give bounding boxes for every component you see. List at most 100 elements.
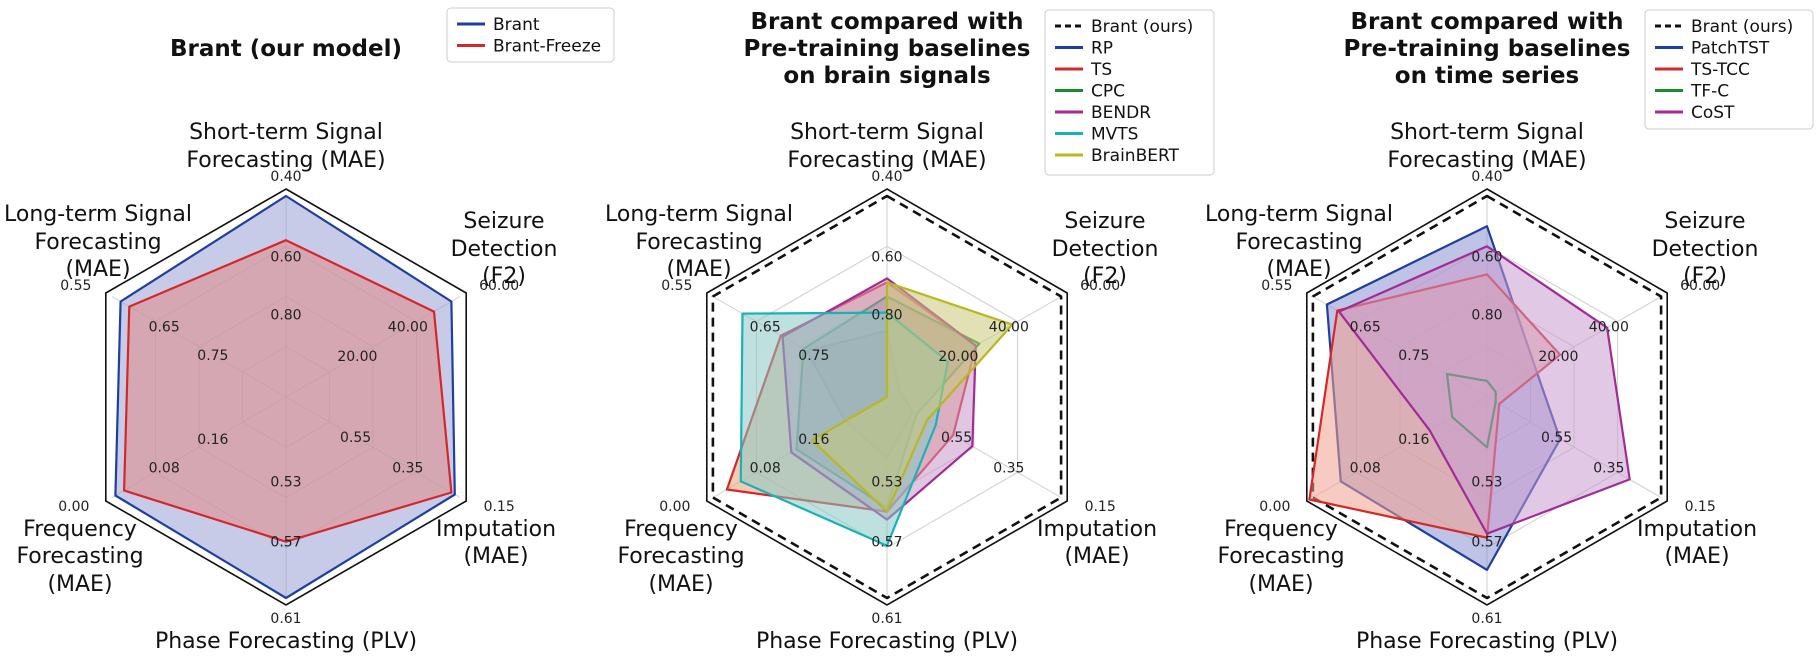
axis-tick-label: 0.53 xyxy=(871,474,902,490)
radar-frame xyxy=(1306,188,1668,606)
series-fill xyxy=(124,240,452,542)
axis-label: Long-term Signal xyxy=(4,202,192,227)
legend-entry: TS xyxy=(1090,60,1112,80)
axis-label: Short-term Signal xyxy=(1390,120,1584,145)
axis-label: Imputation xyxy=(1637,517,1757,542)
radar-frame xyxy=(705,188,1068,606)
axis-tick-label: 0.55 xyxy=(340,430,371,446)
series-line xyxy=(711,194,1063,600)
axis-tick-label: 0.55 xyxy=(1541,430,1572,446)
axis-label: Frequency xyxy=(1224,517,1338,542)
axis-label: Phase Forecasting (PLV) xyxy=(756,629,1018,654)
axis-end-label: 0.00 xyxy=(659,499,690,515)
legend-entry: CPC xyxy=(1091,82,1125,102)
series-fill xyxy=(812,282,1013,512)
axis-label: Forecasting xyxy=(617,544,744,569)
axis-end-label: 60.00 xyxy=(1680,278,1720,294)
axis-tick-label: 0.65 xyxy=(1350,320,1381,336)
axis-label: Phase Forecasting (PLV) xyxy=(1356,629,1618,654)
axis-end-label: 0.61 xyxy=(270,611,301,627)
axis-label: Seizure xyxy=(463,209,544,234)
axis-tick-label: 0.08 xyxy=(149,460,180,476)
axis-label: Forecasting xyxy=(16,544,143,569)
axis-tick-label: 0.75 xyxy=(197,348,228,364)
axis-end-label: 0.40 xyxy=(871,169,902,185)
axis-tick-label: 0.80 xyxy=(871,308,902,324)
legend-entry: PatchTST xyxy=(1691,39,1770,59)
axis-tick-label: 0.80 xyxy=(1471,308,1502,324)
axis-label: (F2) xyxy=(482,264,526,289)
legend-entry: TF-C xyxy=(1690,82,1729,102)
axis-end-label: 60.00 xyxy=(1080,278,1120,294)
series-brainbert xyxy=(810,281,1014,513)
chart-title: Pre-training baselines xyxy=(1344,36,1631,62)
axis-label: (MAE) xyxy=(1664,544,1729,569)
chart-title: on brain signals xyxy=(783,63,990,89)
axis-tick-label: 0.65 xyxy=(750,320,781,336)
axis-end-label: 0.40 xyxy=(1471,169,1502,185)
legend-entry: MVTS xyxy=(1091,125,1138,145)
chart-title: on time series xyxy=(1395,63,1579,89)
axis-label: Long-term Signal xyxy=(605,202,793,227)
chart-title: Brant compared with xyxy=(750,9,1023,35)
axis-tick-label: 0.16 xyxy=(1398,432,1429,448)
axis-tick-label: 40.00 xyxy=(989,320,1029,336)
axis-tick-label: 0.60 xyxy=(270,249,301,265)
chart-title: Pre-training baselines xyxy=(744,36,1031,62)
axis-tick-label: 0.08 xyxy=(750,460,781,476)
axis-tick-label: 0.60 xyxy=(871,249,902,265)
legend-entry: TS-TCC xyxy=(1690,60,1750,80)
axis-end-label: 0.61 xyxy=(1471,611,1502,627)
axis-tick-label: 0.57 xyxy=(270,535,301,551)
series-brant-freeze xyxy=(122,239,453,543)
axis-end-label: 60.00 xyxy=(479,278,519,294)
axis-label: (MAE) xyxy=(648,572,713,597)
legend-entry: RP xyxy=(1091,39,1113,59)
legend-box xyxy=(1044,9,1215,176)
radar-chart-2: 0.40 0.80 0.60 60.00 20.00 40.00 0.15 0.55 0.35 0… xyxy=(605,9,1215,654)
axis-tick-label: 0.53 xyxy=(270,474,301,490)
axis-tick-label: 20.00 xyxy=(938,349,978,365)
axis-tick-label: 0.75 xyxy=(1398,348,1429,364)
axis-tick-label: 0.35 xyxy=(993,460,1024,476)
axis-tick-label: 0.16 xyxy=(197,432,228,448)
axis-label: Imputation xyxy=(1037,517,1157,542)
series-line xyxy=(810,281,1014,513)
axis-tick-label: 0.08 xyxy=(1350,460,1381,476)
axis-tick-label: 0.57 xyxy=(871,535,902,551)
legend-entry: Brant (ours) xyxy=(1691,17,1793,37)
chart-title: Brant compared with xyxy=(1350,9,1623,35)
axis-label: Detection xyxy=(1652,237,1759,262)
legend-box xyxy=(446,7,615,63)
axis-tick-label: 20.00 xyxy=(1538,349,1578,365)
axis-label: Seizure xyxy=(1064,209,1145,234)
axis-end-label: 0.61 xyxy=(871,611,902,627)
axis-end-label: 0.15 xyxy=(1685,499,1716,515)
axis-label: Seizure xyxy=(1664,209,1745,234)
legend-entry: Brant xyxy=(493,15,540,35)
axis-label: Forecasting xyxy=(1217,544,1344,569)
axis-label: Phase Forecasting (PLV) xyxy=(155,629,417,654)
legend-entry: BENDR xyxy=(1091,103,1151,123)
series-brant-ours- xyxy=(711,194,1063,600)
axis-end-label: 0.15 xyxy=(484,499,515,515)
axis-label: Frequency xyxy=(23,517,137,542)
axis-label: Forecasting xyxy=(1235,230,1362,255)
axis-tick-label: 0.55 xyxy=(941,430,972,446)
axis-label: (MAE) xyxy=(463,544,528,569)
axis-label: Forecasting (MAE) xyxy=(1387,148,1586,173)
axis-tick-label: 40.00 xyxy=(1589,320,1629,336)
axis-label: Short-term Signal xyxy=(790,120,984,145)
axis-end-label: 0.00 xyxy=(1259,499,1290,515)
axis-end-label: 0.00 xyxy=(58,499,89,515)
axis-tick-label: 0.35 xyxy=(1593,460,1624,476)
legend-entry: CoST xyxy=(1691,103,1735,123)
axis-tick-label: 0.35 xyxy=(392,460,423,476)
series-line xyxy=(122,239,453,543)
axis-tick-label: 0.80 xyxy=(270,308,301,324)
axis-label: (MAE) xyxy=(47,572,112,597)
legend-entry: BrainBERT xyxy=(1091,146,1180,166)
axis-tick-label: 0.65 xyxy=(149,320,180,336)
axis-label: Frequency xyxy=(624,517,738,542)
